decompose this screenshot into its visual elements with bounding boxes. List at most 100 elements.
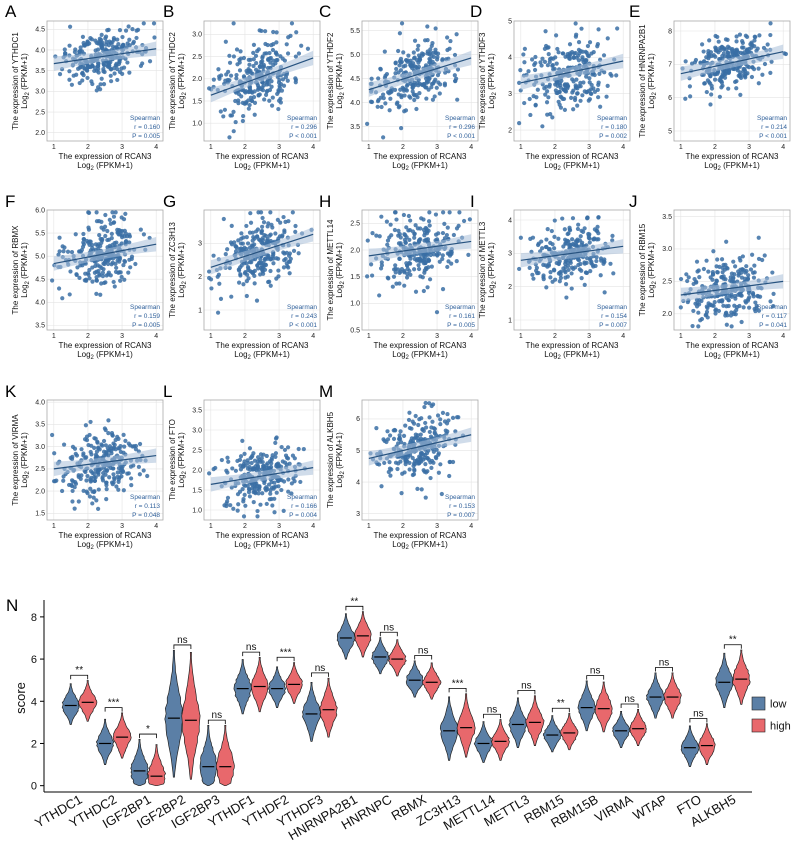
scatter-point: [563, 270, 568, 275]
scatter-point: [227, 53, 232, 58]
scatter-point: [273, 436, 279, 441]
scatter-point: [563, 282, 569, 287]
x-axis-label: The expression of RCAN3: [59, 152, 152, 161]
scatter-point: [252, 112, 257, 117]
scatter-point: [388, 222, 393, 227]
scatter-point: [518, 68, 523, 73]
scatter-point: [584, 50, 589, 55]
scatter-point: [406, 53, 411, 58]
scatter-point: [746, 273, 751, 278]
scatter-point: [556, 236, 561, 241]
scatter-point: [218, 109, 223, 114]
scatter-point: [521, 52, 526, 57]
scatter-point: [551, 67, 556, 72]
scatter-point: [709, 92, 714, 97]
scatter-point: [442, 221, 447, 226]
scatter-point: [112, 284, 117, 289]
scatter-point: [110, 433, 115, 438]
scatter-point: [404, 261, 409, 266]
y-tick-label: 3.0: [35, 444, 45, 451]
scatter-point: [92, 436, 97, 441]
scatter-point: [104, 480, 109, 485]
scatter-point: [263, 29, 268, 34]
scatter-point: [81, 43, 87, 48]
plot-border: [46, 399, 164, 521]
scatter-point: [550, 115, 555, 120]
scatter-point: [282, 251, 287, 256]
x-tick-label: 1: [519, 333, 523, 340]
scatter-point: [422, 404, 427, 410]
stat-method: Spearman: [287, 115, 317, 122]
scatter-point: [274, 52, 279, 57]
scatter-point: [242, 101, 247, 106]
scatter-point: [251, 451, 256, 456]
scatter-point: [103, 280, 108, 285]
scatter-point: [713, 281, 718, 286]
scatter-point: [400, 471, 405, 476]
scatter-point: [426, 219, 432, 224]
scatter-point: [598, 104, 603, 109]
scatter-point: [252, 281, 257, 286]
x-tick-label: 4: [621, 144, 625, 151]
violin-low: [336, 613, 356, 660]
scatter-point: [735, 68, 740, 73]
scatter-point: [92, 474, 97, 480]
scatter-point: [708, 102, 713, 107]
scatter-point: [589, 51, 594, 56]
scatter-point: [99, 442, 104, 447]
scatter-point: [381, 135, 386, 140]
y-axis-unit: Log2 (FPKM+1): [487, 53, 498, 109]
y-tick-label: 5.0: [35, 253, 45, 260]
scatter-point: [429, 264, 434, 269]
scatter-point: [407, 94, 412, 99]
scatter-point: [391, 436, 397, 441]
scatter-point: [260, 215, 265, 221]
scatter-point: [433, 232, 439, 237]
scatter-point: [578, 84, 583, 89]
scatter-point: [419, 450, 424, 455]
scatter-point: [209, 286, 214, 291]
y-tick-label: 3.0: [192, 32, 202, 39]
scatter-point: [260, 224, 265, 229]
scatter-point: [740, 254, 745, 259]
scatter-point: [92, 68, 97, 74]
scatter-point: [596, 82, 601, 88]
scatter-point: [130, 27, 135, 32]
scatter-point: [127, 257, 132, 262]
scatter-point: [92, 445, 97, 451]
y-axis-label: The expression of ZC3H13: [168, 222, 177, 318]
scatter-point: [388, 96, 393, 101]
scatter-point: [741, 72, 746, 78]
scatter-point: [104, 486, 109, 492]
y-axis-label: The expression of YTHDF2: [326, 32, 335, 129]
significance-bracket: [207, 719, 226, 725]
y-tick-label: 2.5: [662, 279, 672, 286]
scatter-point: [591, 237, 596, 242]
scatter-point: [536, 270, 541, 276]
panel-letter-k: K: [5, 382, 17, 401]
scatter-point: [256, 93, 261, 98]
regression-line: [368, 434, 472, 460]
scatter-point: [556, 261, 561, 267]
scatter-point: [379, 214, 384, 219]
scatter-point: [129, 483, 134, 488]
violin-low: [268, 666, 287, 708]
scatter-point: [221, 216, 226, 222]
scatter-point: [392, 87, 398, 92]
scatter-point: [739, 275, 745, 280]
scatter-point: [370, 231, 375, 236]
scatter-point: [283, 219, 288, 224]
legend-swatch-low: [751, 696, 766, 711]
scatter-point: [248, 211, 253, 216]
scatter-point: [94, 88, 99, 93]
scatter-point: [68, 269, 73, 274]
scatter-point: [382, 49, 387, 54]
scatter-point: [50, 432, 55, 438]
scatter-point: [457, 210, 462, 215]
scatter-point: [125, 60, 130, 65]
scatter-point: [115, 258, 120, 263]
stat-method: Spearman: [757, 304, 787, 311]
